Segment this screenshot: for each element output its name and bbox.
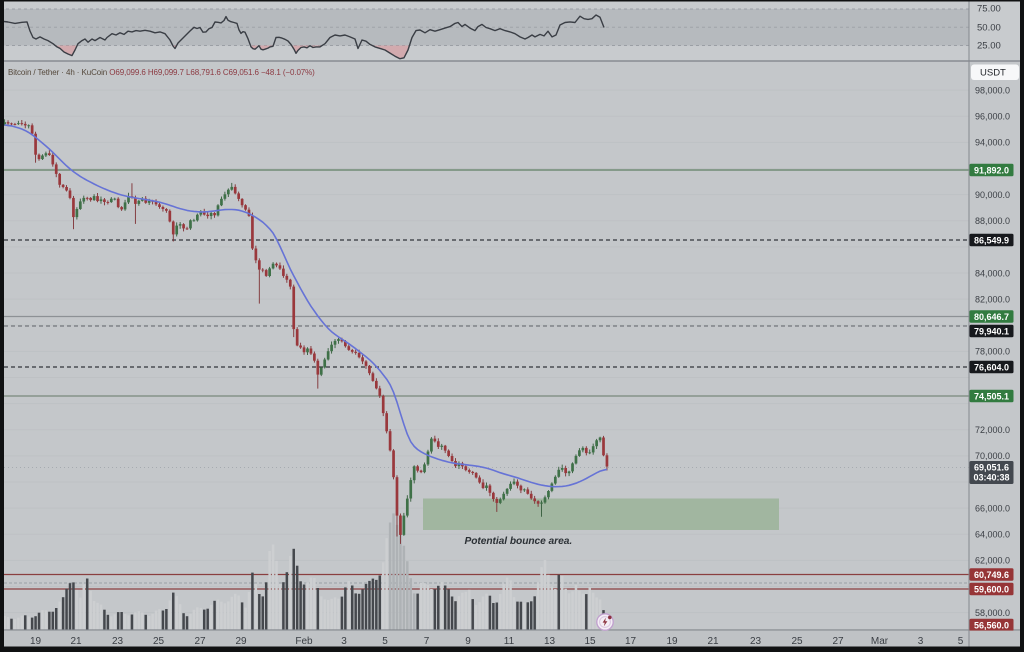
svg-text:98,000.0: 98,000.0 [975, 85, 1010, 95]
svg-text:19: 19 [30, 636, 42, 647]
svg-text:27: 27 [194, 636, 206, 647]
svg-text:21: 21 [70, 636, 82, 647]
svg-text:23: 23 [750, 636, 762, 647]
svg-text:21: 21 [707, 636, 719, 647]
svg-text:29: 29 [235, 636, 247, 647]
svg-text:5: 5 [382, 636, 388, 647]
svg-text:7: 7 [424, 636, 430, 647]
svg-text:70,000.0: 70,000.0 [975, 451, 1010, 461]
svg-text:74,505.1: 74,505.1 [974, 391, 1009, 401]
svg-text:11: 11 [504, 636, 515, 647]
svg-text:62,000.0: 62,000.0 [975, 556, 1010, 566]
svg-text:60,749.6: 60,749.6 [974, 570, 1009, 580]
svg-text:50.00: 50.00 [977, 22, 1001, 33]
svg-text:59,600.0: 59,600.0 [974, 584, 1009, 594]
svg-text:75.00: 75.00 [977, 4, 1001, 15]
svg-text:27: 27 [832, 636, 844, 647]
svg-text:66,000.0: 66,000.0 [975, 503, 1010, 513]
svg-text:64,000.0: 64,000.0 [975, 530, 1010, 540]
svg-text:25: 25 [153, 636, 165, 647]
svg-text:72,000.0: 72,000.0 [975, 425, 1010, 435]
svg-text:79,940.1: 79,940.1 [974, 326, 1009, 336]
svg-text:91,892.0: 91,892.0 [974, 165, 1009, 175]
svg-text:3: 3 [341, 636, 347, 647]
svg-text:9: 9 [465, 636, 471, 647]
svg-text:88,000.0: 88,000.0 [975, 216, 1010, 226]
svg-text:13: 13 [544, 636, 556, 647]
svg-text:58,000.0: 58,000.0 [975, 608, 1010, 618]
svg-text:76,604.0: 76,604.0 [974, 362, 1009, 372]
svg-text:84,000.0: 84,000.0 [975, 268, 1010, 278]
svg-text:5: 5 [958, 636, 964, 647]
svg-text:69,051.6: 69,051.6 [974, 463, 1009, 473]
svg-text:23: 23 [112, 636, 124, 647]
svg-text:25: 25 [791, 636, 803, 647]
svg-text:03:40:38: 03:40:38 [973, 473, 1009, 483]
svg-text:96,000.0: 96,000.0 [975, 112, 1010, 122]
svg-text:3: 3 [918, 636, 924, 647]
svg-text:56,560.0: 56,560.0 [974, 620, 1009, 630]
svg-text:Bitcoin / Tether · 4h · KuCoin: Bitcoin / Tether · 4h · KuCoin O69,099.6… [8, 68, 315, 77]
svg-text:86,549.9: 86,549.9 [974, 235, 1009, 245]
svg-text:80,646.7: 80,646.7 [974, 312, 1009, 322]
svg-text:94,000.0: 94,000.0 [975, 138, 1010, 148]
svg-text:17: 17 [625, 636, 637, 647]
svg-text:82,000.0: 82,000.0 [975, 294, 1010, 304]
svg-text:78,000.0: 78,000.0 [975, 347, 1010, 357]
svg-text:25.00: 25.00 [977, 41, 1001, 52]
svg-text:Mar: Mar [871, 636, 889, 647]
svg-text:USDT: USDT [980, 68, 1006, 79]
svg-text:Feb: Feb [295, 636, 313, 647]
svg-text:90,000.0: 90,000.0 [975, 190, 1010, 200]
svg-text:19: 19 [666, 636, 678, 647]
svg-text:15: 15 [584, 636, 596, 647]
svg-text:Potential bounce area.: Potential bounce area. [465, 536, 573, 547]
